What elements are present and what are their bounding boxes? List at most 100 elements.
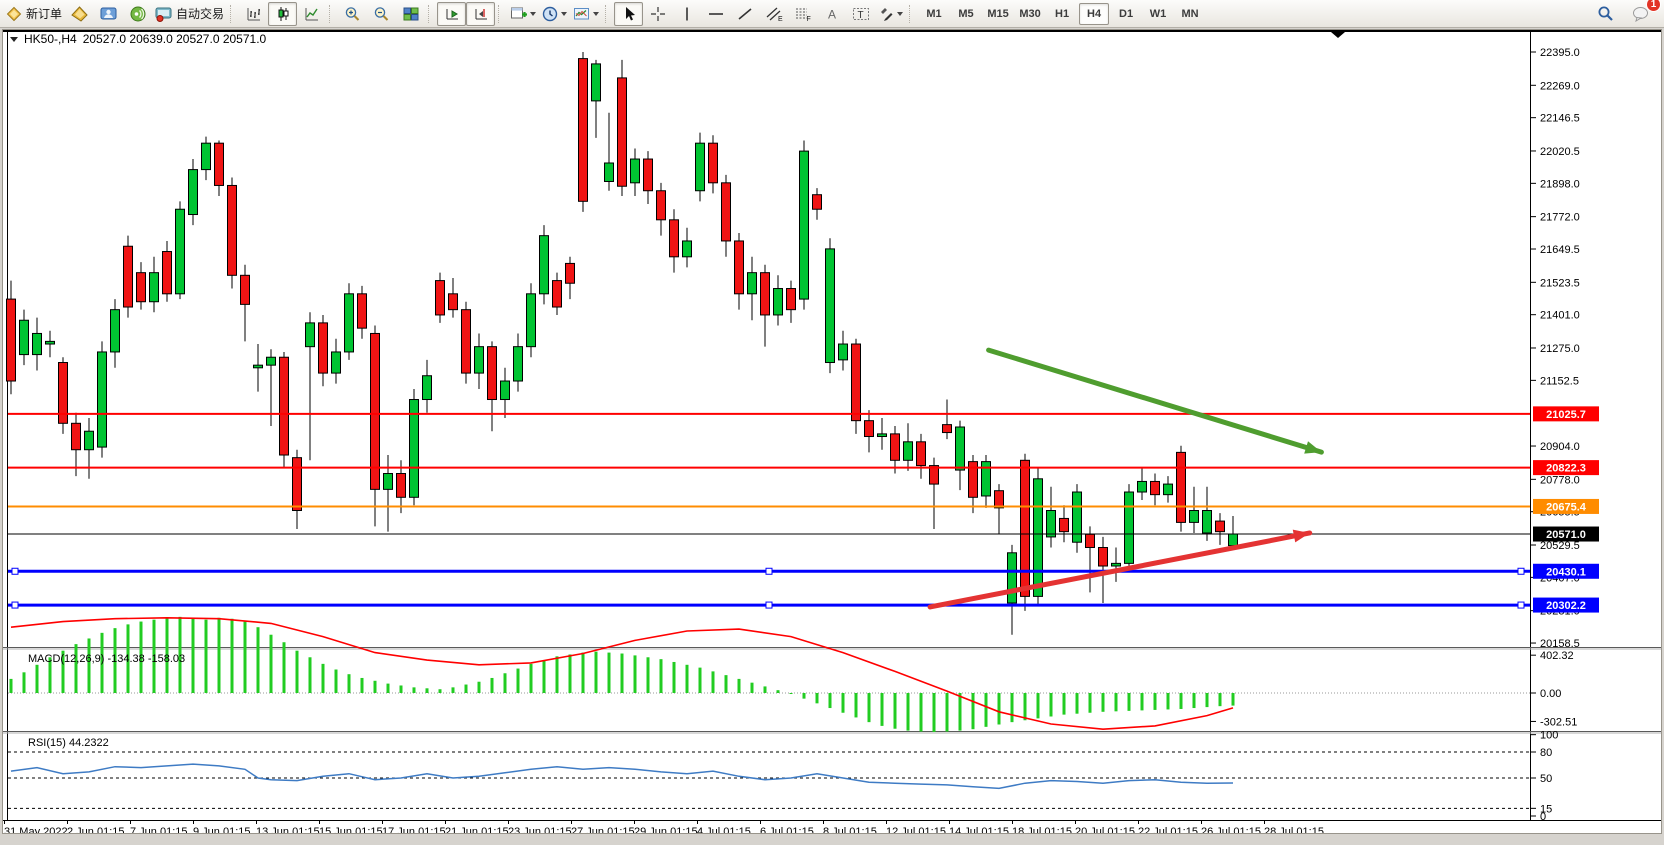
horizontal-line[interactable] bbox=[8, 601, 1530, 609]
line-handle[interactable] bbox=[11, 567, 19, 575]
price-axis-label: 21401.0 bbox=[1540, 310, 1580, 322]
horizontal-line-button[interactable] bbox=[701, 2, 730, 26]
timeframe-button-h4[interactable]: H4 bbox=[1079, 2, 1110, 25]
horizontal-line-icon bbox=[708, 12, 723, 15]
equidistant-channel-icon: E bbox=[766, 7, 783, 22]
timeframe-button-d1[interactable]: D1 bbox=[1119, 7, 1134, 20]
toolbar-separator bbox=[909, 4, 914, 23]
price-axis-label: 22395.0 bbox=[1540, 47, 1580, 59]
text-label-icon: T bbox=[852, 7, 869, 21]
price-axis-label: 21275.0 bbox=[1540, 343, 1580, 355]
terminal-button[interactable] bbox=[94, 2, 123, 26]
zoom-in-button[interactable] bbox=[338, 2, 367, 26]
chart-symbol-period: HK50-,H4 bbox=[24, 32, 77, 46]
price-tag: 20675.4 bbox=[1533, 498, 1599, 514]
trend-arrow[interactable] bbox=[927, 529, 1313, 610]
time-axis-label: 22 Jul 01:15 bbox=[1138, 826, 1198, 833]
metaeditor-button[interactable] bbox=[65, 2, 94, 26]
line-handle[interactable] bbox=[11, 601, 19, 609]
timeframe-button-m1[interactable]: M1 bbox=[926, 7, 942, 20]
auto-trading-button[interactable]: 自动交易 bbox=[152, 2, 227, 26]
time-axis-label: 9 Jun 01:15 bbox=[193, 826, 251, 833]
crosshair-button[interactable] bbox=[643, 2, 672, 26]
time-axis-label: 12 Jul 01:15 bbox=[886, 826, 946, 833]
rsi-axis-label: 15 bbox=[1540, 803, 1552, 815]
timeframe-button-w1[interactable]: W1 bbox=[1149, 7, 1167, 20]
line-chart-button[interactable] bbox=[297, 2, 326, 26]
price-axis[interactable]: 22395.0 22269.0 22146.5 22020.5 21898.0 21772… bbox=[1530, 47, 1599, 823]
price-axis-label: 20529.5 bbox=[1540, 540, 1580, 552]
macd-panel: MACD(12,26,9) -134.38 -158.03 bbox=[8, 616, 1530, 733]
profiles-button[interactable] bbox=[539, 2, 570, 26]
time-axis-label: 7 Jun 01:15 bbox=[130, 826, 188, 833]
text-label-button[interactable]: T bbox=[846, 2, 875, 26]
vertical-line-button[interactable] bbox=[672, 2, 701, 26]
svg-text:20675.4: 20675.4 bbox=[1546, 501, 1587, 513]
trend-line-button[interactable] bbox=[730, 2, 759, 26]
time-axis-label: 13 Jun 01:15 bbox=[256, 826, 320, 833]
new-order-button[interactable]: 新订单 bbox=[3, 2, 65, 26]
fibonacci-button[interactable]: F bbox=[788, 2, 817, 26]
rsi-axis-label: 50 bbox=[1540, 773, 1552, 785]
line-handle[interactable] bbox=[765, 601, 773, 609]
candlestick-chart-button[interactable] bbox=[268, 1, 298, 26]
time-axis-label: 29 Jun 01:15 bbox=[634, 826, 698, 833]
horizontal-line[interactable] bbox=[8, 567, 1530, 575]
timeframe-button-h1[interactable]: H1 bbox=[1055, 7, 1070, 20]
svg-text:A: A bbox=[828, 7, 836, 21]
time-axis-label: 23 Jun 01:15 bbox=[508, 826, 572, 833]
timeframe-button-m15[interactable]: M15 bbox=[987, 7, 1009, 20]
broadcast-button[interactable] bbox=[123, 2, 152, 26]
time-axis[interactable]: 31 May 2022 2 Jun 01:15 7 Jun 01:15 9 Jun 0… bbox=[4, 820, 1324, 833]
auto-scroll-button[interactable] bbox=[437, 1, 467, 26]
line-handle[interactable] bbox=[1517, 567, 1525, 575]
rsi-axis-label: 0 bbox=[1540, 811, 1546, 823]
toolbar-separator bbox=[329, 4, 334, 23]
zoom-in-icon bbox=[345, 6, 360, 21]
horizontal-lines bbox=[8, 412, 1530, 609]
timeframe-button-m5[interactable]: M5 bbox=[958, 7, 974, 20]
chart-ohlc-readout: 20527.0 20639.0 20527.0 20571.0 bbox=[82, 32, 267, 46]
line-handle[interactable] bbox=[765, 567, 773, 575]
time-axis-label: 31 May 2022 bbox=[4, 826, 68, 833]
fibonacci-icon: F bbox=[795, 8, 810, 22]
dropdown-caret bbox=[897, 11, 904, 16]
chart-canvas[interactable]: MACD(12,26,9) -134.38 -158.03 RSI(15) 44.… bbox=[3, 30, 1661, 833]
chart-shift-button[interactable] bbox=[466, 1, 496, 26]
equidistant-channel-button[interactable]: E bbox=[759, 2, 788, 26]
line-handle[interactable] bbox=[1517, 601, 1525, 609]
trend-arrow[interactable] bbox=[986, 347, 1324, 455]
price-axis-label: 22146.5 bbox=[1540, 113, 1580, 125]
svg-text:20430.1: 20430.1 bbox=[1546, 566, 1586, 578]
price-axis-label: 20158.5 bbox=[1540, 638, 1580, 650]
cursor-button[interactable] bbox=[614, 1, 644, 26]
zoom-out-button[interactable] bbox=[367, 2, 396, 26]
rsi-axis-label: 80 bbox=[1540, 747, 1552, 759]
templates-button[interactable] bbox=[570, 2, 602, 26]
chart-window: HK50-,H4 20527.0 20639.0 20527.0 20571.0… bbox=[2, 29, 1662, 834]
timeframe-button-m30[interactable]: M30 bbox=[1019, 7, 1041, 20]
toolbar-separator bbox=[498, 4, 503, 23]
timeframe-button-mn[interactable]: MN bbox=[1181, 7, 1199, 20]
time-axis-label: 18 Jul 01:15 bbox=[1012, 826, 1072, 833]
price-axis-label: 21772.0 bbox=[1540, 212, 1580, 224]
price-tag: 21025.7 bbox=[1533, 406, 1599, 422]
new-order-label: 新订单 bbox=[26, 7, 63, 21]
new-chart-button[interactable] bbox=[507, 2, 539, 26]
vertical-line-icon bbox=[685, 7, 688, 20]
tile-windows-button[interactable] bbox=[396, 2, 425, 26]
arrows-button[interactable] bbox=[875, 2, 906, 26]
search-icon bbox=[1598, 6, 1613, 21]
text-button[interactable]: A bbox=[817, 2, 846, 26]
notifications-button[interactable]: 1 bbox=[1626, 0, 1661, 26]
svg-text:20822.3: 20822.3 bbox=[1546, 463, 1586, 475]
search-button[interactable] bbox=[1591, 2, 1620, 26]
macd-axis-label: 0.00 bbox=[1540, 688, 1561, 700]
auto-scroll-icon bbox=[446, 8, 458, 19]
time-axis-label: 28 Jul 01:15 bbox=[1264, 826, 1324, 833]
svg-text:F: F bbox=[806, 16, 810, 22]
chat-bubble-icon bbox=[1632, 6, 1648, 22]
time-axis-label: 21 Jun 01:15 bbox=[445, 826, 509, 833]
chart-menu-icon[interactable] bbox=[10, 36, 18, 42]
bar-chart-button[interactable] bbox=[239, 2, 268, 26]
